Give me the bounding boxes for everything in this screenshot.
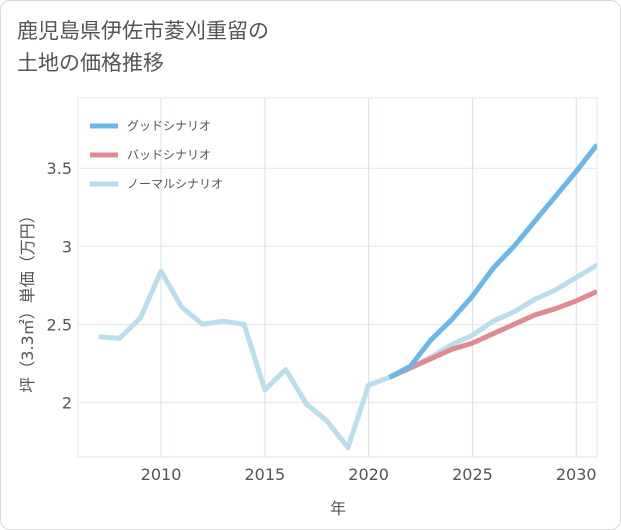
x-tick-label: 2025 bbox=[452, 465, 493, 484]
chart-title: 鹿児島県伊佐市菱刈重留の 土地の価格推移 bbox=[17, 15, 269, 79]
x-axis-ticks: 2010 2015 2020 2025 2030 bbox=[141, 465, 597, 484]
chart-title-line-2: 土地の価格推移 bbox=[17, 51, 164, 75]
chart-title-line-1: 鹿児島県伊佐市菱刈重留の bbox=[17, 19, 269, 43]
x-tick-label: 2020 bbox=[348, 465, 389, 484]
y-tick-label: 2 bbox=[62, 393, 72, 412]
legend-label-2: ノーマルシナリオ bbox=[127, 177, 223, 191]
y-tick-label: 2.5 bbox=[47, 315, 72, 334]
y-axis-title: 坪（3.3㎡）単価（万円） bbox=[18, 207, 37, 392]
series-line-1 bbox=[388, 289, 597, 380]
legend-label-1: バッドシナリオ bbox=[127, 148, 211, 162]
plot-frame bbox=[77, 97, 598, 458]
x-axis-title: 年 bbox=[330, 499, 346, 518]
y-tick-label: 3.5 bbox=[47, 159, 72, 178]
series-line-2 bbox=[98, 262, 597, 451]
x-tick-label: 2030 bbox=[556, 465, 597, 484]
x-tick-label: 2010 bbox=[141, 465, 182, 484]
x-tick-label: 2015 bbox=[244, 465, 285, 484]
y-axis-ticks: 2 2.5 3 3.5 bbox=[47, 159, 72, 412]
series-line-0 bbox=[388, 143, 597, 380]
series-lines bbox=[98, 143, 597, 451]
y-tick-label: 3 bbox=[62, 237, 72, 256]
legend-label-0: グッドシナリオ bbox=[127, 119, 211, 133]
